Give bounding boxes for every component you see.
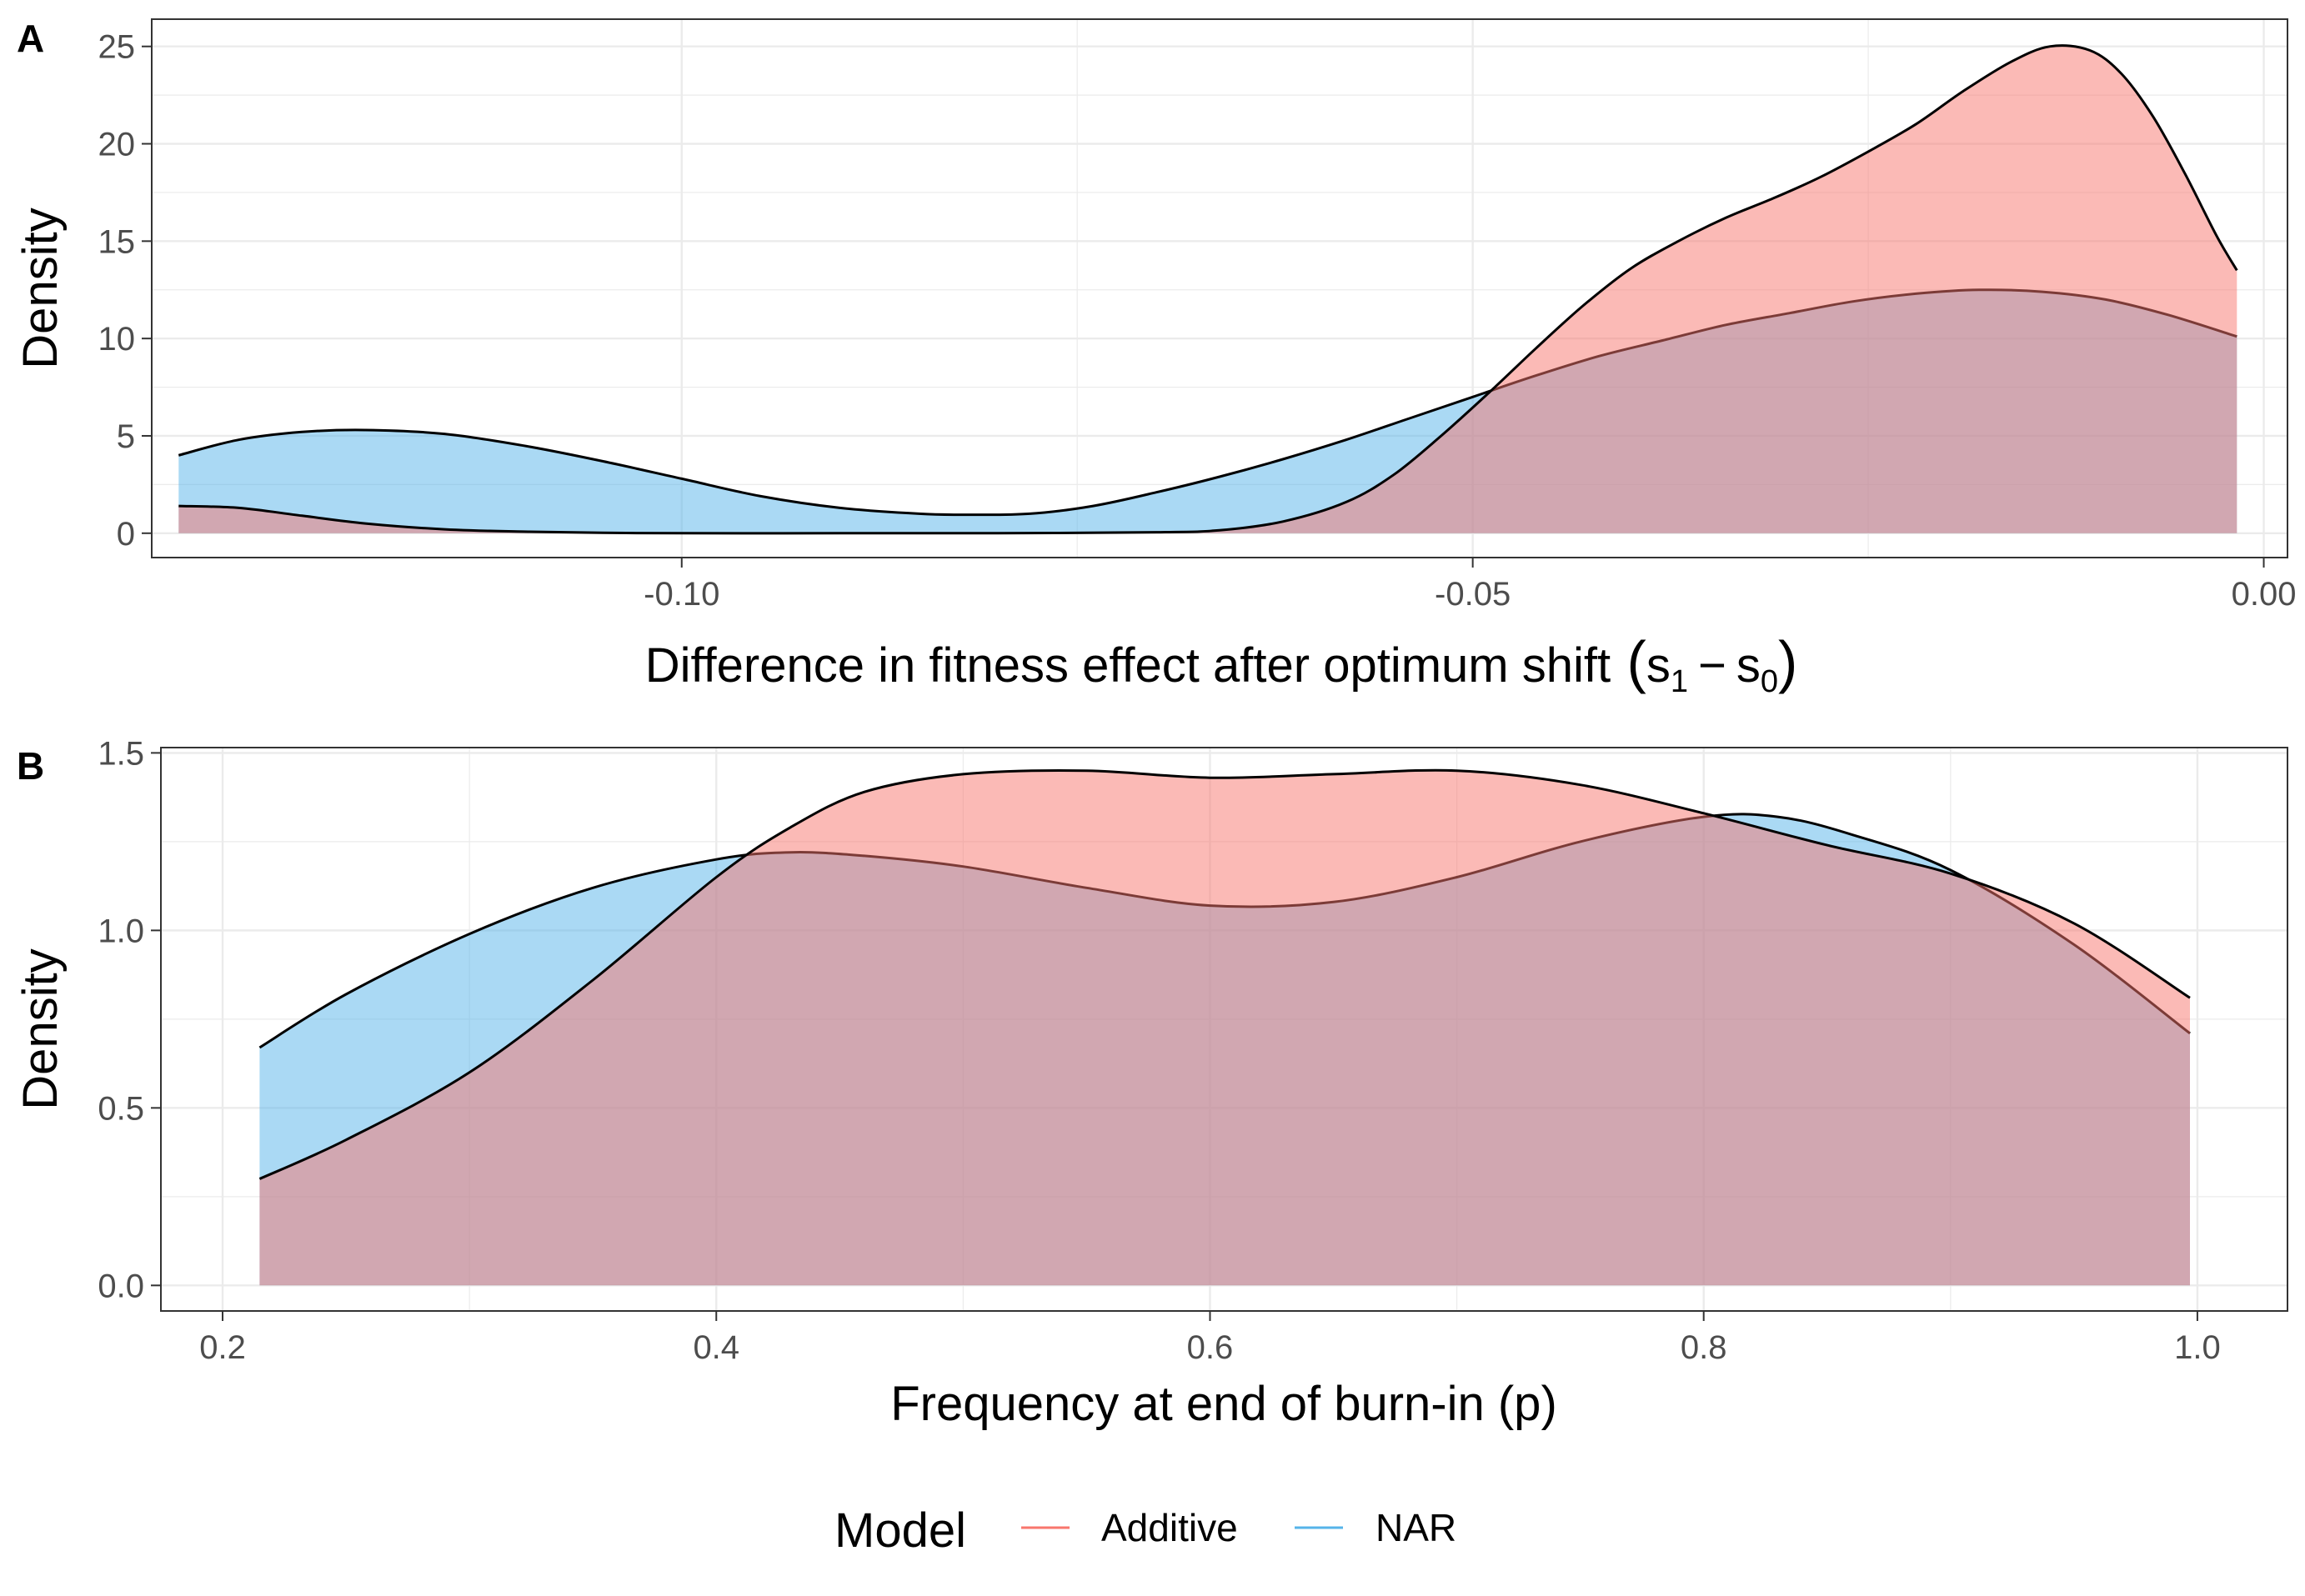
legend-label-additive: Additive xyxy=(1101,1506,1238,1549)
legend-label-nar: NAR xyxy=(1375,1506,1456,1549)
panel-b-x-tick-label: 1.0 xyxy=(2174,1329,2221,1366)
panel-a-y-tick-label: 15 xyxy=(98,223,136,260)
legend: Model Additive NAR xyxy=(834,1503,1456,1558)
panel-b-x-axis: 0.2 0.4 0.6 0.8 1.0 xyxy=(199,1311,2221,1366)
panel-a-y-axis: 0 5 10 15 20 25 xyxy=(98,29,152,553)
panel-a-x-math-s0: s xyxy=(1736,638,1761,693)
panel-b: 0.0 0.5 1.0 1.5 0.2 0.4 0.6 0.8 1.0 B Density F… xyxy=(13,735,2288,1431)
panel-b-x-tick-label: 0.4 xyxy=(693,1329,739,1366)
panel-b-y-tick-label: 1.0 xyxy=(98,913,144,949)
panel-a-additive-density-curve xyxy=(178,44,2238,535)
panel-b-additive-density-curve xyxy=(258,768,2191,1180)
panel-a-x-axis-title: Difference in fitness effect after optim… xyxy=(645,629,1798,699)
panel-b-y-axis: 0.0 0.5 1.0 1.5 xyxy=(98,735,161,1304)
panel-b-y-axis-title: Density xyxy=(13,948,68,1109)
panel-a-additive-density-area xyxy=(178,45,2237,533)
panel-b-border xyxy=(160,747,2288,1312)
panel-b-x-axis-title: Frequency at end of burn-in (p) xyxy=(890,1377,1557,1431)
panel-a-y-tick-label: 0 xyxy=(117,516,135,553)
panel-a-border xyxy=(151,18,2288,558)
panel-a-tag: A xyxy=(17,17,44,60)
panel-a-x-axis: -0.10 -0.05 0.00 xyxy=(644,558,2296,613)
legend-title: Model xyxy=(834,1503,966,1558)
panel-b-x-tick-label: 0.6 xyxy=(1187,1329,1234,1366)
panel-a-x-math-s1: s xyxy=(1646,638,1671,693)
panel-a-y-tick-label: 10 xyxy=(98,321,136,358)
panel-b-y-tick-label: 1.5 xyxy=(98,735,144,772)
panel-b-x-tick-label: 0.8 xyxy=(1681,1329,1727,1366)
panel-a-x-math-close-paren: ) xyxy=(1778,629,1797,694)
panel-b-tag: B xyxy=(17,744,44,788)
panel-b-y-tick-label: 0.0 xyxy=(98,1268,144,1304)
panel-a-x-tick-label: -0.10 xyxy=(644,576,719,613)
panel-a-x-math-sub1: 1 xyxy=(1671,664,1688,699)
panel-b-y-tick-label: 0.5 xyxy=(98,1090,144,1127)
panel-a-y-tick-label: 5 xyxy=(117,418,135,455)
panel-b-x-tick-label: 0.2 xyxy=(199,1329,246,1366)
panel-a-x-tick-label: 0.00 xyxy=(2232,576,2297,613)
panel-a-x-tick-label: -0.05 xyxy=(1435,576,1511,613)
panel-a-x-math-sub0: 0 xyxy=(1761,664,1778,699)
panel-a-y-tick-label: 25 xyxy=(98,29,136,66)
panel-a-x-math-open-paren: ( xyxy=(1611,629,1646,694)
panel-a-density-areas xyxy=(178,44,2238,535)
panel-a-y-tick-label: 20 xyxy=(98,127,136,163)
panel-a-x-math-minus: − xyxy=(1698,638,1726,693)
panel-a-x-axis-title-text: Difference in fitness effect after optim… xyxy=(645,638,1611,693)
panel-b-additive-density-area xyxy=(259,770,2191,1286)
panel-b-density-areas xyxy=(258,768,2191,1286)
panel-a-y-axis-title: Density xyxy=(13,208,68,368)
